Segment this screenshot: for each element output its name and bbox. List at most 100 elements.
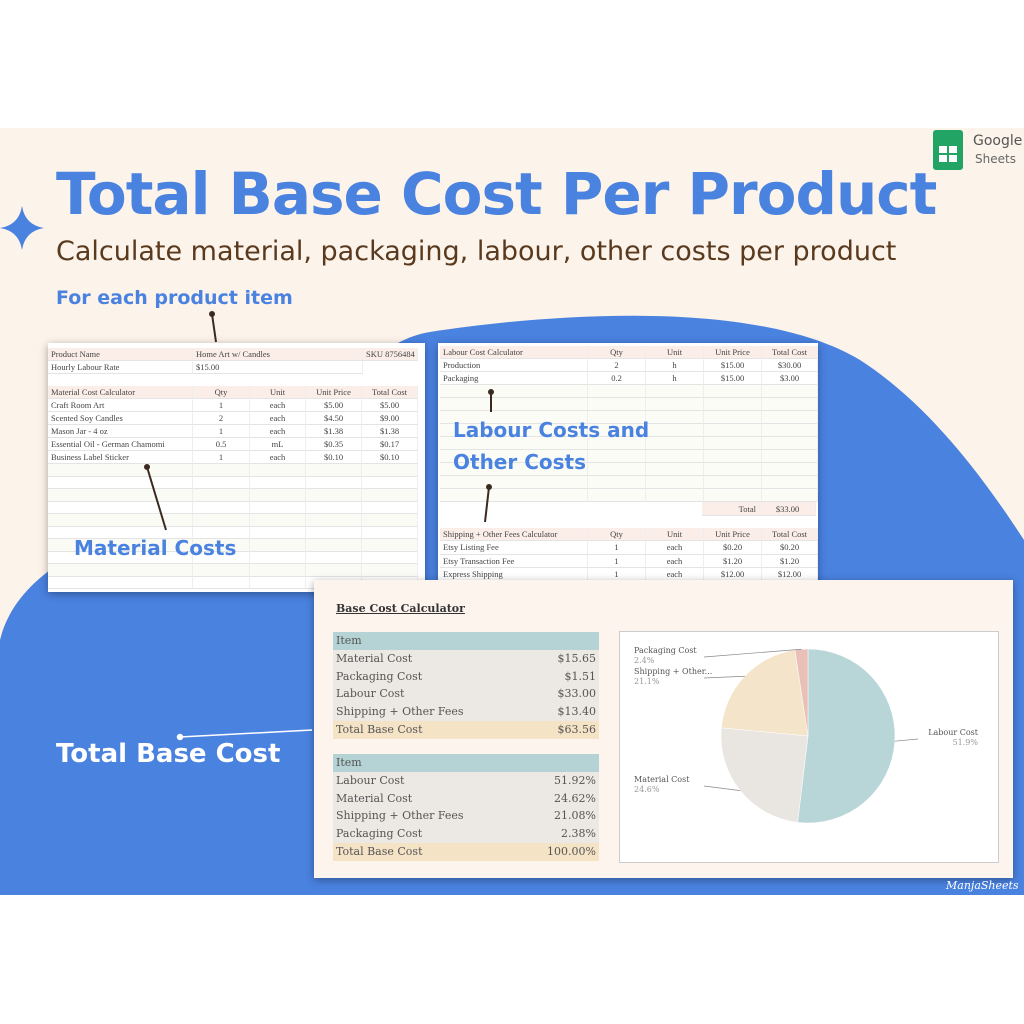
blank-cell bbox=[762, 424, 818, 437]
material-cell: 0.5 bbox=[193, 438, 250, 451]
total-callout: Total Base Cost bbox=[56, 739, 281, 769]
blank-cell bbox=[704, 489, 762, 502]
blank-cell bbox=[193, 564, 250, 577]
fees-cell: Etsy Transaction Fee bbox=[440, 554, 588, 568]
item-label: Total Base Cost bbox=[333, 720, 533, 739]
blank-cell bbox=[646, 450, 704, 463]
fees-cell: Etsy Listing Fee bbox=[440, 541, 588, 555]
fees-cell: $1.20 bbox=[762, 554, 818, 568]
labour-cell: $15.00 bbox=[704, 359, 762, 372]
labour-callout: Labour Costs and bbox=[453, 418, 650, 442]
header-cell: Unit Price bbox=[704, 528, 762, 541]
blank-cell bbox=[762, 476, 818, 489]
fees-cell: $1.20 bbox=[704, 554, 762, 568]
blank-cell bbox=[193, 514, 250, 527]
blank-cell bbox=[193, 489, 250, 502]
material-callout: Material Costs bbox=[74, 536, 237, 560]
slice-label: Material Cost bbox=[634, 775, 690, 784]
blank-cell bbox=[646, 463, 704, 476]
blank-cell bbox=[362, 526, 418, 539]
material-cell: 1 bbox=[193, 399, 250, 412]
fees-cell: $0.20 bbox=[762, 541, 818, 555]
blank-cell bbox=[306, 526, 362, 539]
blank-cell bbox=[250, 526, 306, 539]
blank-cell bbox=[306, 501, 362, 514]
blank-cell bbox=[588, 424, 646, 437]
pie-slice bbox=[797, 648, 896, 824]
leader-line bbox=[703, 785, 741, 791]
leader-line bbox=[894, 738, 919, 742]
material-cell: Business Label Sticker bbox=[48, 451, 193, 464]
blank-cell bbox=[193, 501, 250, 514]
header-cell: Qty bbox=[588, 528, 646, 541]
header-cell: Unit Price bbox=[704, 346, 762, 359]
material-cell: $0.17 bbox=[362, 438, 418, 451]
fees-cell: 1 bbox=[588, 541, 646, 555]
blank-cell bbox=[762, 437, 818, 450]
blank-cell bbox=[306, 564, 362, 577]
labour-cell: $15.00 bbox=[704, 372, 762, 385]
total-cell: $33.00 bbox=[760, 502, 816, 516]
blank-cell bbox=[48, 501, 193, 514]
blank-cell bbox=[762, 463, 818, 476]
blank-cell bbox=[704, 450, 762, 463]
item-value: 21.08% bbox=[533, 807, 599, 826]
item-label: Labour Cost bbox=[333, 772, 533, 790]
blank-cell bbox=[250, 514, 306, 527]
title: Total Base Cost Per Product bbox=[56, 160, 937, 228]
material-cell: $0.35 bbox=[306, 438, 362, 451]
header-cell: Unit bbox=[646, 528, 704, 541]
total-cell: Total bbox=[702, 502, 760, 516]
info-cell: Hourly Labour Rate bbox=[48, 361, 193, 374]
leader-line bbox=[703, 648, 802, 658]
material-cell: each bbox=[250, 451, 306, 464]
header-cell: Labour Cost Calculator bbox=[440, 346, 588, 359]
blank-cell bbox=[440, 489, 588, 502]
blank-cell bbox=[306, 489, 362, 502]
blank-cell bbox=[704, 463, 762, 476]
blank-cell bbox=[362, 464, 418, 477]
header-cell: Qty bbox=[193, 386, 250, 399]
base-cost-title: Base Cost Calculator bbox=[336, 602, 465, 615]
item-value: 24.62% bbox=[533, 789, 599, 808]
material-cell: $5.00 bbox=[362, 399, 418, 412]
leader-line bbox=[703, 675, 745, 679]
item-value: $1.51 bbox=[533, 667, 599, 686]
blank-cell bbox=[193, 576, 250, 589]
blank-cell bbox=[704, 385, 762, 398]
labour-cell: Production bbox=[440, 359, 588, 372]
blank-cell bbox=[250, 501, 306, 514]
blank-cell bbox=[588, 489, 646, 502]
blank-cell bbox=[588, 385, 646, 398]
material-cell: 1 bbox=[193, 451, 250, 464]
item-value: 2.38% bbox=[533, 825, 599, 844]
blank-cell bbox=[306, 539, 362, 552]
item-value: 51.92% bbox=[533, 772, 599, 790]
blank-cell bbox=[762, 385, 818, 398]
blank-cell bbox=[704, 411, 762, 424]
material-cell: Craft Room Art bbox=[48, 399, 193, 412]
blank-cell bbox=[362, 489, 418, 502]
material-cell: 1 bbox=[193, 425, 250, 438]
blank-cell bbox=[704, 424, 762, 437]
material-cell: Mason Jar - 4 oz bbox=[48, 425, 193, 438]
header-cell: Unit Price bbox=[306, 386, 362, 399]
fees-cell: each bbox=[646, 541, 704, 555]
info-cell: $15.00 bbox=[193, 361, 363, 374]
blank-cell bbox=[250, 464, 306, 477]
labour-callout: Other Costs bbox=[453, 450, 586, 474]
blank-cell bbox=[646, 476, 704, 489]
blank-cell bbox=[440, 424, 588, 437]
blank-cell bbox=[48, 551, 193, 564]
pie-slice bbox=[720, 727, 809, 823]
slice-label: Packaging Cost bbox=[634, 646, 697, 655]
material-cell: $1.38 bbox=[306, 425, 362, 438]
item-label: Material Cost bbox=[333, 650, 533, 668]
blank-cell bbox=[440, 411, 588, 424]
blank-cell bbox=[440, 450, 588, 463]
material-cell: Scented Soy Candles bbox=[48, 412, 193, 425]
table-header: Item bbox=[333, 754, 599, 772]
blank-cell bbox=[48, 576, 193, 589]
labour-cell: $30.00 bbox=[762, 359, 818, 372]
